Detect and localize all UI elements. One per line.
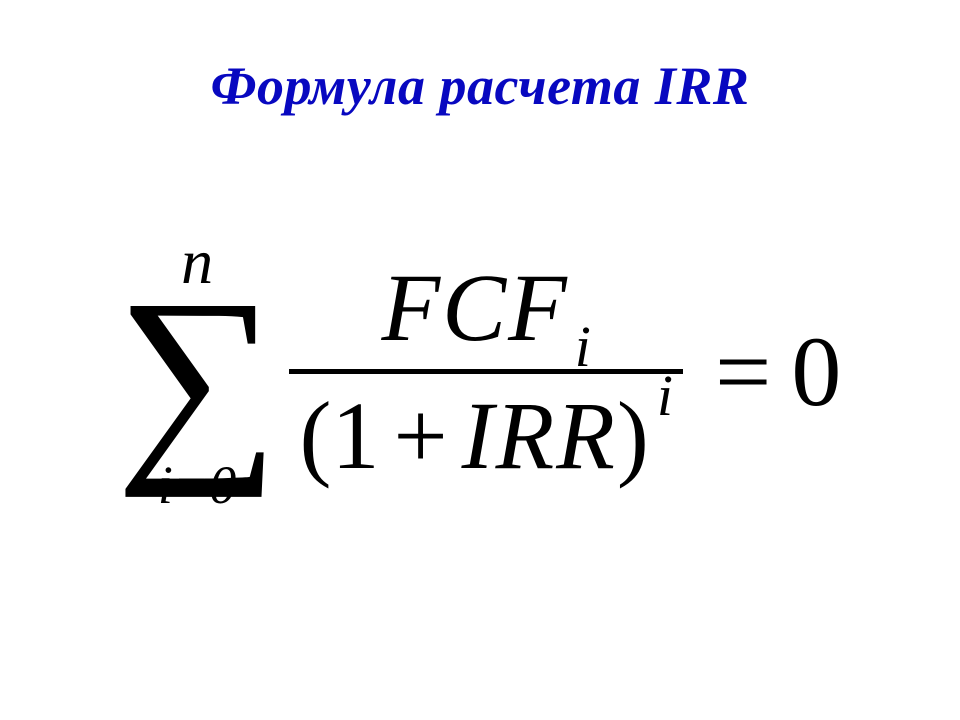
rhs-value: 0 [791, 316, 841, 427]
summation: n ∑ i=0 [119, 230, 276, 512]
close-paren: ) [617, 382, 649, 489]
open-paren: ( [299, 382, 331, 489]
equals-sign: = [711, 316, 791, 427]
irr-formula: n ∑ i=0 FCFi (1+IRR) i [119, 230, 842, 512]
numerator-variable: FCF [381, 254, 568, 361]
denominator-term-one: 1 [331, 382, 379, 489]
equals-zero: =0 [711, 314, 841, 429]
fraction-numerator: FCFi [371, 252, 600, 363]
fraction: FCFi (1+IRR) i [289, 252, 682, 491]
denominator-superscript: i [657, 362, 673, 429]
fraction-bar [289, 369, 682, 374]
slide-title: Формула расчета IRR [0, 55, 960, 117]
numerator-subscript: i [575, 314, 591, 379]
denominator-irr: IRR [462, 382, 617, 489]
denominator-plus: + [379, 382, 461, 489]
slide: Формула расчета IRR n ∑ i=0 FCFi (1+IRR) [0, 0, 960, 720]
sigma-symbol: ∑ [115, 288, 280, 464]
fraction-denominator: (1+IRR) i [289, 380, 682, 491]
formula-container: n ∑ i=0 FCFi (1+IRR) i [0, 230, 960, 512]
